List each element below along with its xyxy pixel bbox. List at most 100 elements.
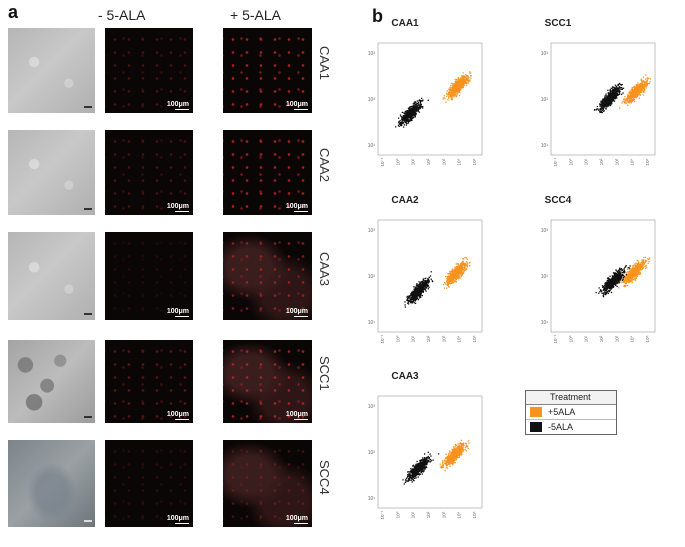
brightfield-image-caa1 bbox=[8, 28, 95, 113]
plus-5ala-point-cloud bbox=[619, 74, 652, 109]
y-tick-label: 10³ bbox=[368, 228, 376, 234]
fluorescence-image-scc1-minus: 100μm bbox=[105, 340, 193, 423]
scatter-plot-caa2: 10³ 10² 10¹ 10⁻¹ 10⁰ 10¹ 10² 10³ 10⁴ 10⁵ bbox=[368, 219, 483, 343]
x-tick-label: 10⁴ bbox=[457, 158, 462, 165]
x-tick-label: 10¹ bbox=[584, 158, 589, 165]
column-header-minus-5ala: - 5-ALA bbox=[98, 7, 146, 23]
y-tick-label: 10³ bbox=[541, 51, 549, 57]
x-tick-label: 10³ bbox=[441, 511, 446, 518]
scatter-plot-scc1: 10³ 10² 10¹ 10⁻¹ 10⁰ 10¹ 10² 10³ 10⁴ 10⁵ bbox=[541, 42, 656, 166]
scale-bar: 100μm bbox=[166, 411, 189, 420]
y-tick-label: 10¹ bbox=[541, 143, 549, 149]
fluorescence-image-scc4-minus: 100μm bbox=[105, 440, 193, 527]
scatter-plot-scc4: 10³ 10² 10¹ 10⁻¹ 10⁰ 10¹ 10² 10³ 10⁴ 10⁵ bbox=[541, 219, 656, 343]
y-tick-label: 10² bbox=[368, 274, 376, 280]
scale-bar: 100μm bbox=[166, 308, 189, 317]
scale-bar: 100μm bbox=[285, 411, 308, 420]
x-tick-label: 10⁵ bbox=[645, 335, 650, 342]
x-tick-label: 10² bbox=[426, 335, 431, 342]
row-label-scc4: SCC4 bbox=[317, 460, 332, 495]
plot-frame bbox=[377, 219, 483, 333]
y-tick-label: 10³ bbox=[368, 404, 376, 410]
x-tick-label: 10¹ bbox=[411, 335, 416, 342]
y-tick-label: 10² bbox=[541, 274, 549, 280]
x-tick-label: 10⁰ bbox=[568, 158, 573, 165]
legend: Treatment +5ALA -5ALA bbox=[525, 390, 617, 435]
fluorescence-image-scc1-plus: 100μm bbox=[223, 340, 312, 423]
plus-5ala-point-cloud bbox=[442, 256, 471, 289]
plot-title-scc4: SCC4 bbox=[544, 195, 572, 206]
minus-5ala-point-cloud bbox=[595, 264, 631, 298]
legend-label: -5ALA bbox=[548, 422, 574, 432]
legend-swatch bbox=[530, 407, 542, 417]
scale-bar: 100μm bbox=[285, 308, 308, 317]
x-tick-label: 10¹ bbox=[584, 335, 589, 342]
scale-bar: 100μm bbox=[285, 203, 308, 212]
brightfield-image-scc1 bbox=[8, 340, 95, 423]
fluorescence-image-caa1-minus: 100μm bbox=[105, 28, 193, 113]
x-tick-label: 10² bbox=[599, 158, 604, 165]
plot-title-caa2: CAA2 bbox=[391, 195, 419, 206]
legend-swatch bbox=[530, 422, 542, 432]
x-tick-label: 10⁻¹ bbox=[553, 334, 558, 343]
row-label-caa2: CAA2 bbox=[317, 148, 332, 182]
y-tick-label: 10¹ bbox=[368, 496, 376, 502]
plus-5ala-point-cloud bbox=[618, 256, 651, 289]
x-tick-label: 10³ bbox=[441, 335, 446, 342]
fluorescence-image-caa3-plus: 100μm bbox=[223, 232, 312, 320]
column-header-plus-5ala: + 5-ALA bbox=[230, 7, 281, 23]
x-tick-label: 10⁰ bbox=[568, 335, 573, 342]
fluorescence-image-caa3-minus: 100μm bbox=[105, 232, 193, 320]
plot-frame bbox=[377, 395, 483, 509]
y-tick-label: 10¹ bbox=[368, 143, 376, 149]
plot-title-scc1: SCC1 bbox=[544, 18, 572, 29]
scatter-plot-caa1: 10³ 10² 10¹ 10⁻¹ 10⁰ 10¹ 10² 10³ 10⁴ 10⁵ bbox=[368, 42, 483, 166]
plus-5ala-point-cloud bbox=[442, 71, 472, 103]
x-tick-label: 10⁻¹ bbox=[380, 157, 385, 166]
brightfield-image-scc4 bbox=[8, 440, 95, 527]
scale-bar: 100μm bbox=[285, 101, 308, 110]
x-tick-label: 10⁵ bbox=[645, 158, 650, 165]
y-tick-label: 10² bbox=[541, 97, 549, 103]
plot-frame bbox=[550, 219, 656, 333]
x-tick-label: 10⁴ bbox=[630, 158, 635, 165]
y-tick-label: 10¹ bbox=[368, 320, 376, 326]
y-tick-label: 10¹ bbox=[541, 320, 549, 326]
panel-b-letter: b bbox=[372, 6, 383, 26]
legend-item-minus-5ala: -5ALA bbox=[526, 420, 616, 434]
x-tick-label: 10⁻¹ bbox=[553, 157, 558, 166]
row-label-caa1: CAA1 bbox=[317, 46, 332, 80]
y-tick-label: 10³ bbox=[368, 51, 376, 57]
x-tick-label: 10⁴ bbox=[457, 511, 462, 518]
x-tick-label: 10² bbox=[599, 335, 604, 342]
x-tick-label: 10⁵ bbox=[472, 511, 477, 518]
legend-label: +5ALA bbox=[548, 407, 576, 417]
x-tick-label: 10¹ bbox=[411, 158, 416, 165]
legend-title: Treatment bbox=[526, 391, 616, 405]
plus-5ala-point-cloud bbox=[439, 439, 470, 472]
x-tick-label: 10⁵ bbox=[472, 158, 477, 165]
x-tick-label: 10⁰ bbox=[395, 511, 400, 518]
x-tick-label: 10⁻¹ bbox=[380, 510, 385, 519]
fluorescence-image-scc4-plus: 100μm bbox=[223, 440, 312, 527]
plot-title-caa3: CAA3 bbox=[391, 371, 419, 382]
plot-frame bbox=[550, 42, 656, 156]
brightfield-image-caa3 bbox=[8, 232, 95, 320]
y-tick-label: 10² bbox=[368, 97, 376, 103]
y-tick-label: 10² bbox=[368, 450, 376, 456]
scale-bar: 100μm bbox=[285, 515, 308, 524]
x-tick-label: 10⁻¹ bbox=[380, 334, 385, 343]
minus-5ala-point-cloud bbox=[395, 97, 429, 128]
x-tick-label: 10¹ bbox=[411, 511, 416, 518]
y-tick-label: 10³ bbox=[541, 228, 549, 234]
plot-title-caa1: CAA1 bbox=[391, 18, 419, 29]
x-tick-label: 10² bbox=[426, 511, 431, 518]
x-tick-label: 10³ bbox=[441, 158, 446, 165]
scatter-plot-caa3: 10³ 10² 10¹ 10⁻¹ 10⁰ 10¹ 10² 10³ 10⁴ 10⁵ bbox=[368, 395, 483, 519]
x-tick-label: 10⁴ bbox=[457, 335, 462, 342]
scale-bar: 100μm bbox=[166, 515, 189, 524]
panel-a-letter: a bbox=[8, 2, 19, 22]
row-label-caa3: CAA3 bbox=[317, 252, 332, 286]
minus-5ala-point-cloud bbox=[593, 82, 625, 114]
legend-item-plus-5ala: +5ALA bbox=[526, 405, 616, 420]
